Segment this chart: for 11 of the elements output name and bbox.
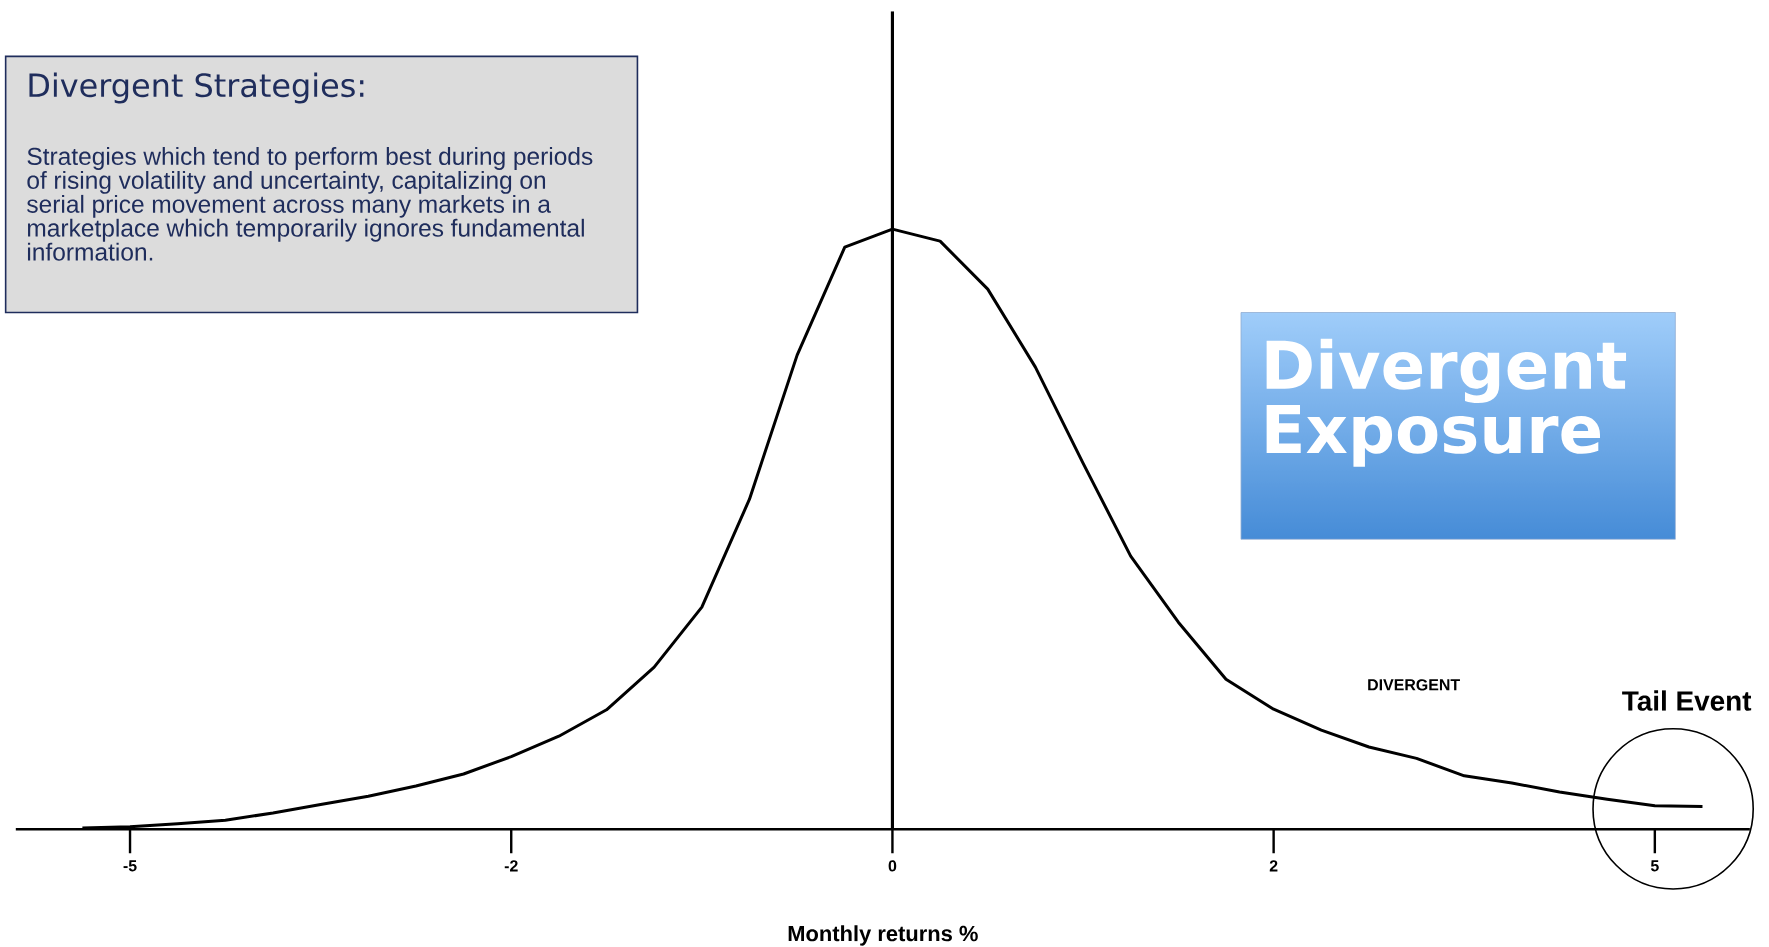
annotation: Divergent Exposure [1266, 339, 1627, 467]
x-tick-label: 2 [1269, 860, 1278, 872]
annotation: Tail Event [1622, 690, 1752, 712]
x-tick-label: -2 [504, 860, 518, 872]
x-tick-label: 5 [1650, 860, 1659, 872]
x-tick-label: -5 [123, 860, 137, 872]
annotation: DIVERGENT [1368, 679, 1460, 691]
chart-title: Divergent Strategies: [29, 72, 364, 104]
annotation: Strategies which tend to perform best during periods of rising volatility and uncertainty, capitalizing on serial price movement across many markets in a marketplace which temporarily ignores fundamental information. [27, 147, 593, 261]
x-tick-label: 0 [888, 860, 897, 872]
x-axis-title: Monthly returns % [788, 925, 978, 946]
